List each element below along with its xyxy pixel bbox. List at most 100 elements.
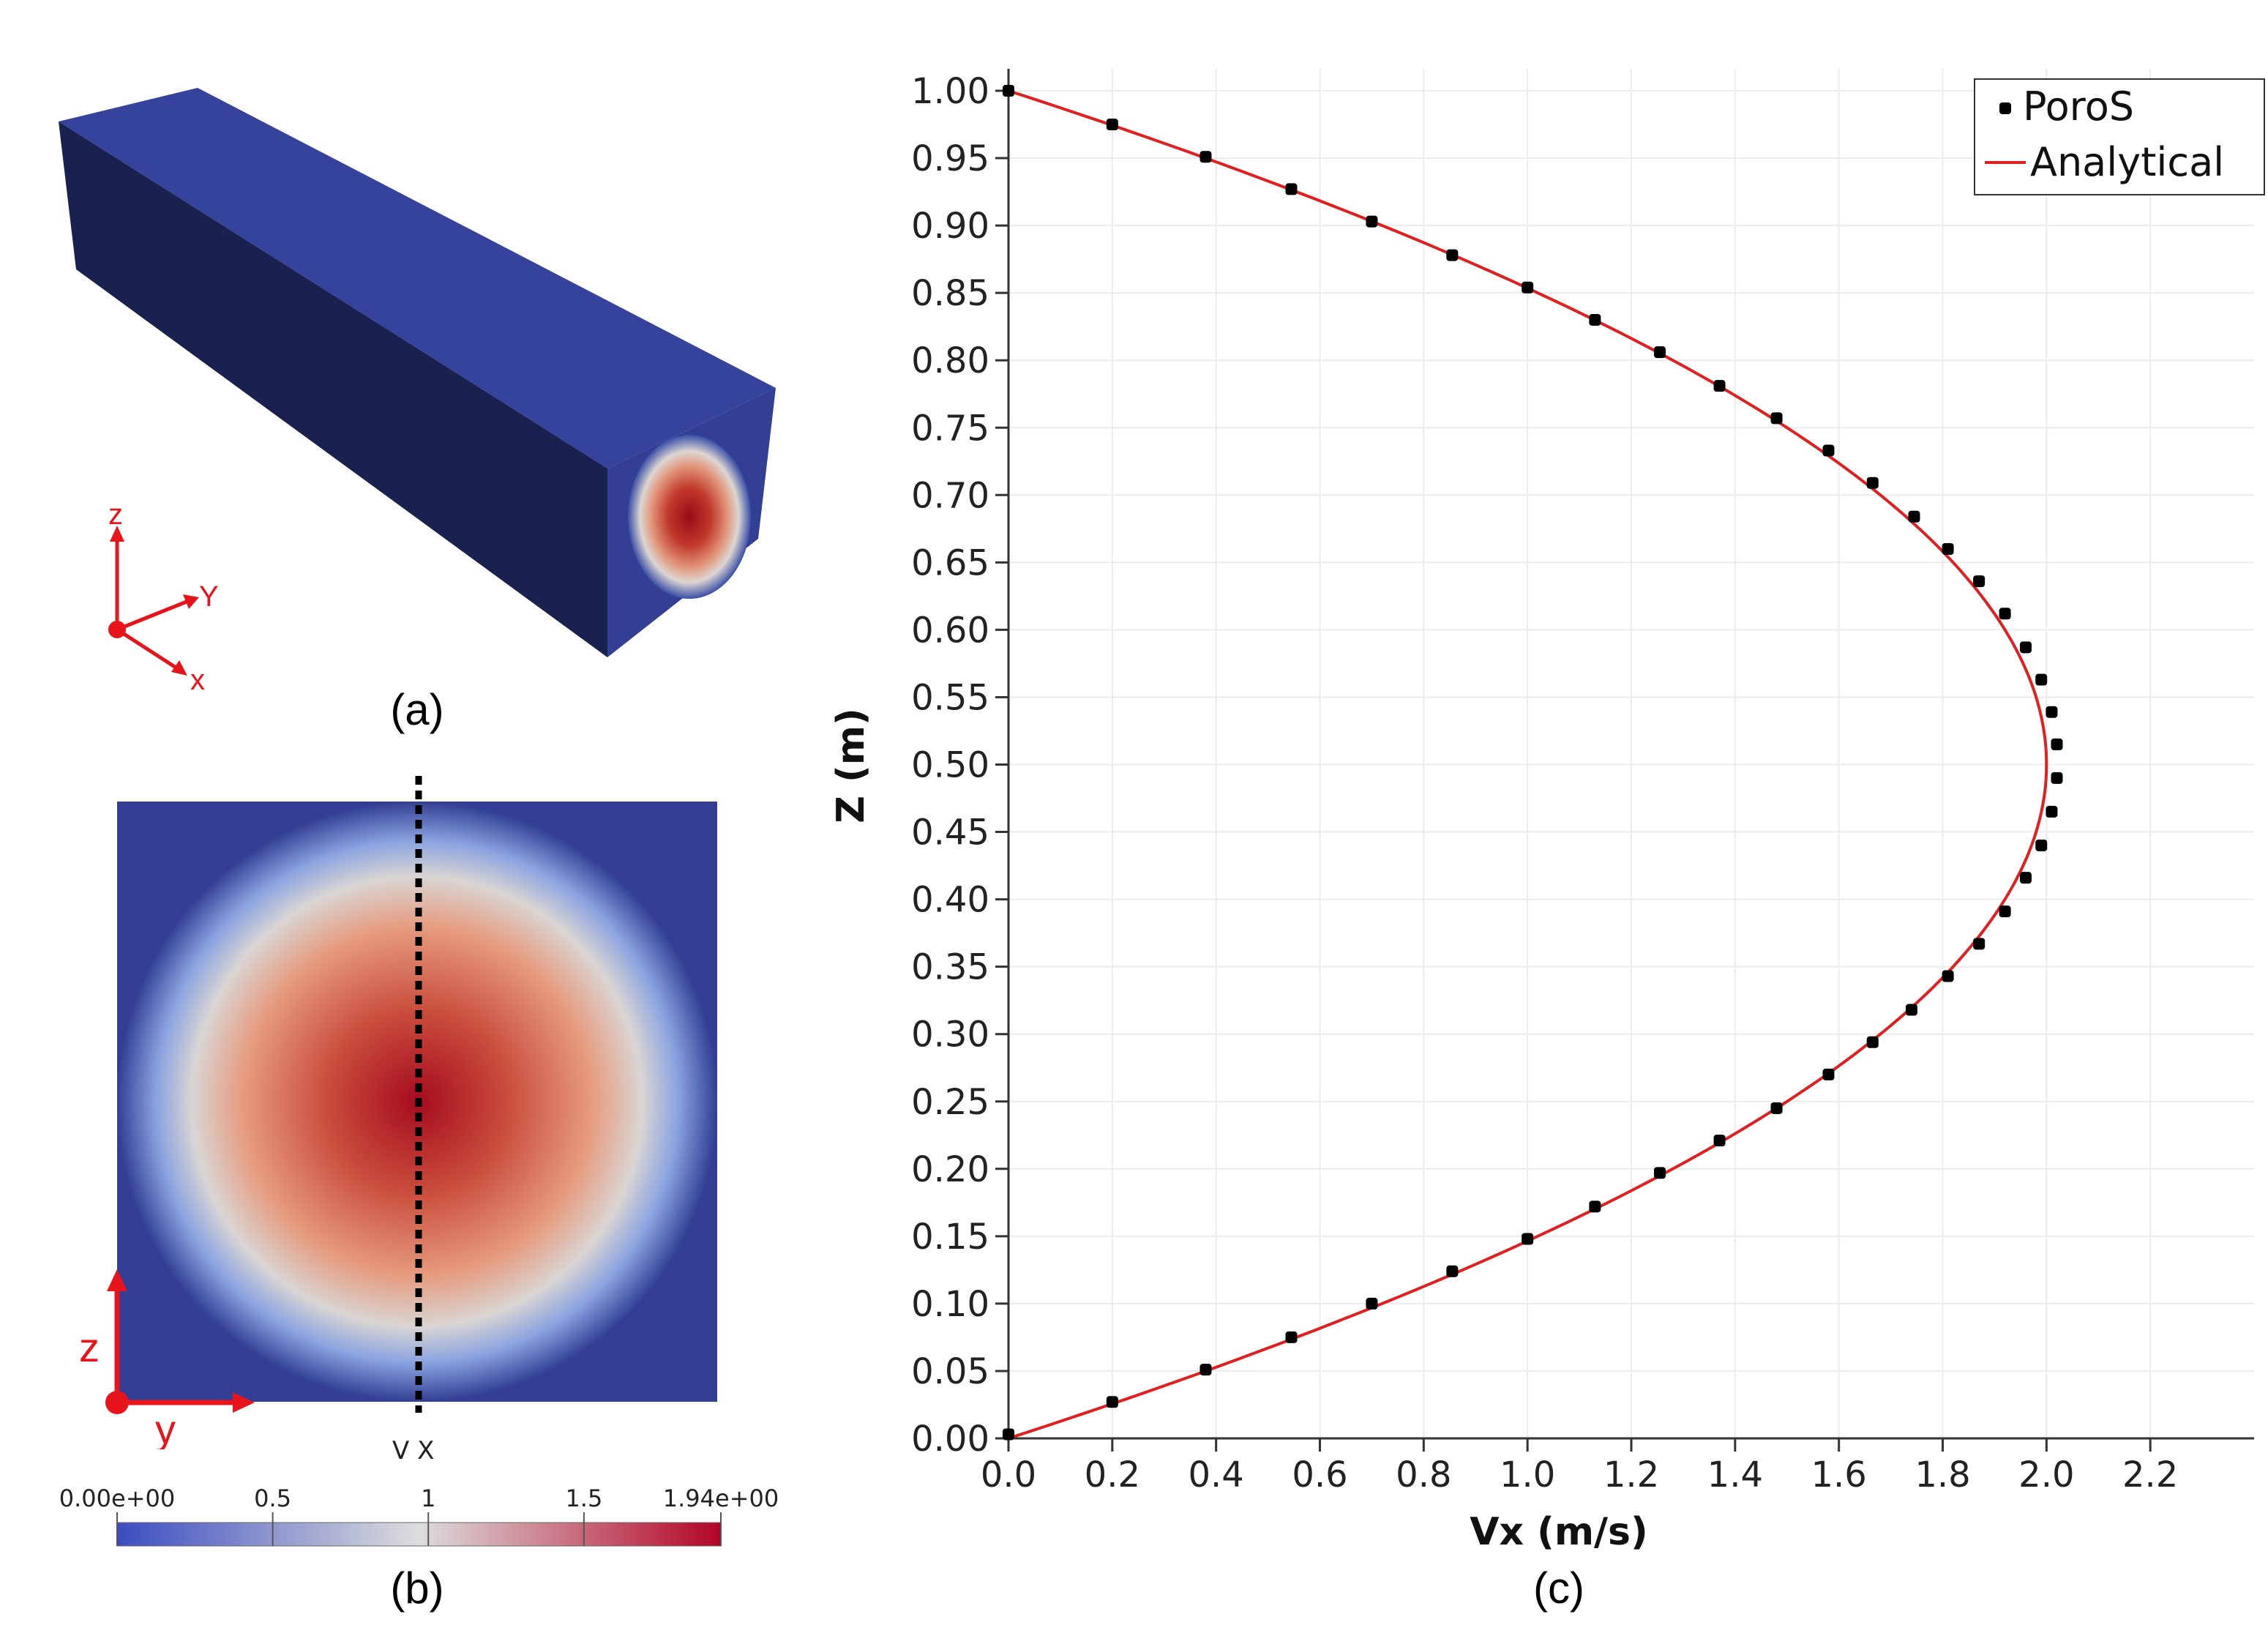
axis-triad-2d: z y xyxy=(79,1269,255,1449)
poros-data-point xyxy=(1200,151,1212,163)
x-tick-label: 2.0 xyxy=(2018,1454,2074,1495)
poros-data-point xyxy=(2051,738,2063,750)
x-axis-label: Vx (m/s) xyxy=(1470,1510,1648,1554)
colorbar-tick-label: 0.00e+00 xyxy=(59,1484,175,1512)
poros-data-point xyxy=(1713,1135,1726,1147)
colorbar-tick-label: 1 xyxy=(421,1484,435,1512)
y-tick-label: 1.00 xyxy=(911,71,989,112)
poros-data-point xyxy=(1446,1265,1459,1277)
poros-data-point xyxy=(1866,477,1879,489)
panel-label-b: (b) xyxy=(390,1564,444,1613)
analytical-series-line xyxy=(1008,89,2048,1440)
colorbar-tick-label: 1.5 xyxy=(565,1484,602,1512)
poros-data-point xyxy=(1973,938,1986,950)
y-tick-label: 0.10 xyxy=(911,1284,989,1325)
y-tick-label: 0.05 xyxy=(911,1351,989,1392)
poros-data-point xyxy=(1003,1428,1014,1441)
colorbar-tick-label: 1.94e+00 xyxy=(663,1484,779,1512)
y-tick-label: 0.70 xyxy=(911,475,989,516)
x-tick-label: 0.2 xyxy=(1085,1454,1140,1495)
y-axis-label: Z (m) xyxy=(829,708,873,823)
poros-data-point xyxy=(1905,1004,1917,1016)
y-tick-label: 0.90 xyxy=(911,206,989,247)
poros-data-point xyxy=(1589,1200,1601,1213)
poros-data-point xyxy=(1200,1364,1212,1376)
axis-2d-z-label: z xyxy=(79,1324,100,1370)
x-tick-label: 1.8 xyxy=(1915,1454,1970,1495)
poros-data-point xyxy=(1999,905,2011,918)
poros-data-point xyxy=(1654,1167,1666,1179)
x-tick-label: 0.0 xyxy=(981,1454,1036,1495)
y-tick-label: 0.40 xyxy=(911,880,989,921)
axis-3d-x-label: x xyxy=(190,664,205,696)
poros-data-point xyxy=(1770,1102,1783,1114)
legend-box xyxy=(1974,78,2265,195)
poros-data-point xyxy=(1285,1331,1298,1343)
poros-data-point xyxy=(1908,510,1920,523)
y-tick-label: 0.35 xyxy=(911,947,989,988)
poros-data-point xyxy=(1822,1068,1835,1080)
x-tick-label: 1.2 xyxy=(1603,1454,1659,1495)
y-tick-label: 0.25 xyxy=(911,1082,989,1123)
poros-data-point xyxy=(1522,281,1534,294)
y-tick-label: 0.45 xyxy=(911,813,989,854)
poros-data-point xyxy=(1285,183,1298,195)
poros-data-point xyxy=(2019,641,2032,654)
poros-data-point xyxy=(2046,805,2058,818)
poros-data-point xyxy=(1866,1036,1879,1048)
x-tick-label: 0.6 xyxy=(1292,1454,1347,1495)
axis-3d-z-label: z xyxy=(108,505,123,531)
y-tick-label: 0.75 xyxy=(911,408,989,449)
axis-3d-y-label: Y xyxy=(199,580,219,613)
y-tick-label: 0.85 xyxy=(911,273,989,314)
y-tick-label: 0.00 xyxy=(911,1419,989,1460)
poros-data-point xyxy=(1654,346,1666,359)
x-tick-label: 1.0 xyxy=(1500,1454,1555,1495)
domain-side-face xyxy=(59,122,607,657)
x-tick-label: 1.4 xyxy=(1707,1454,1763,1495)
poros-data-point xyxy=(1713,380,1726,392)
poros-data-point xyxy=(1366,1297,1378,1310)
y-tick-label: 0.15 xyxy=(911,1217,989,1258)
panel-label-a: (a) xyxy=(390,685,444,734)
poros-data-point xyxy=(1003,85,1014,97)
domain-top-face xyxy=(59,88,776,468)
poros-data-point xyxy=(1589,313,1601,326)
poros-data-point xyxy=(1822,444,1835,457)
x-tick-label: 0.8 xyxy=(1396,1454,1451,1495)
poros-data-point xyxy=(1942,542,1954,555)
legend-poros-marker xyxy=(1999,102,2011,114)
y-tick-label: 0.30 xyxy=(911,1015,989,1056)
poros-data-point xyxy=(2051,772,2063,784)
x-tick-label: 1.6 xyxy=(1811,1454,1866,1495)
y-tick-label: 0.65 xyxy=(911,542,989,583)
panel-label-c: (c) xyxy=(1533,1564,1584,1613)
y-tick-label: 0.50 xyxy=(911,745,989,786)
axis-2d-y-label: y xyxy=(155,1406,176,1449)
legend-analytical-label: Analytical xyxy=(2030,139,2224,185)
y-tick-label: 0.95 xyxy=(911,138,989,179)
axis-triad-3d: z Y x xyxy=(108,505,219,696)
poros-data-point xyxy=(2046,706,2058,718)
y-tick-label: 0.60 xyxy=(911,610,989,651)
poros-data-point xyxy=(1522,1233,1534,1245)
legend-poros-label: PoroS xyxy=(2023,83,2134,130)
poros-data-point xyxy=(1106,119,1118,131)
poros-data-point xyxy=(1942,970,1954,982)
poros-data-point xyxy=(1446,249,1459,261)
poros-data-point xyxy=(1999,608,2011,620)
poros-data-point xyxy=(1973,575,1986,588)
x-tick-label: 0.4 xyxy=(1188,1454,1243,1495)
cross-section-view xyxy=(117,776,717,1413)
outlet-velocity-spot xyxy=(628,435,751,599)
colorbar-tick-label: 0.5 xyxy=(254,1484,291,1512)
poros-data-point xyxy=(2035,839,2048,851)
poros-data-point xyxy=(1366,215,1378,228)
poros-data-point xyxy=(1770,412,1783,425)
probe-line-label: V X xyxy=(392,1436,435,1465)
x-tick-label: 2.2 xyxy=(2122,1454,2178,1495)
colorbar: 0.00e+00 0.5 1 1.5 1.94e+00 xyxy=(59,1484,779,1547)
poros-data-point xyxy=(1106,1396,1118,1408)
y-tick-label: 0.20 xyxy=(911,1149,989,1190)
